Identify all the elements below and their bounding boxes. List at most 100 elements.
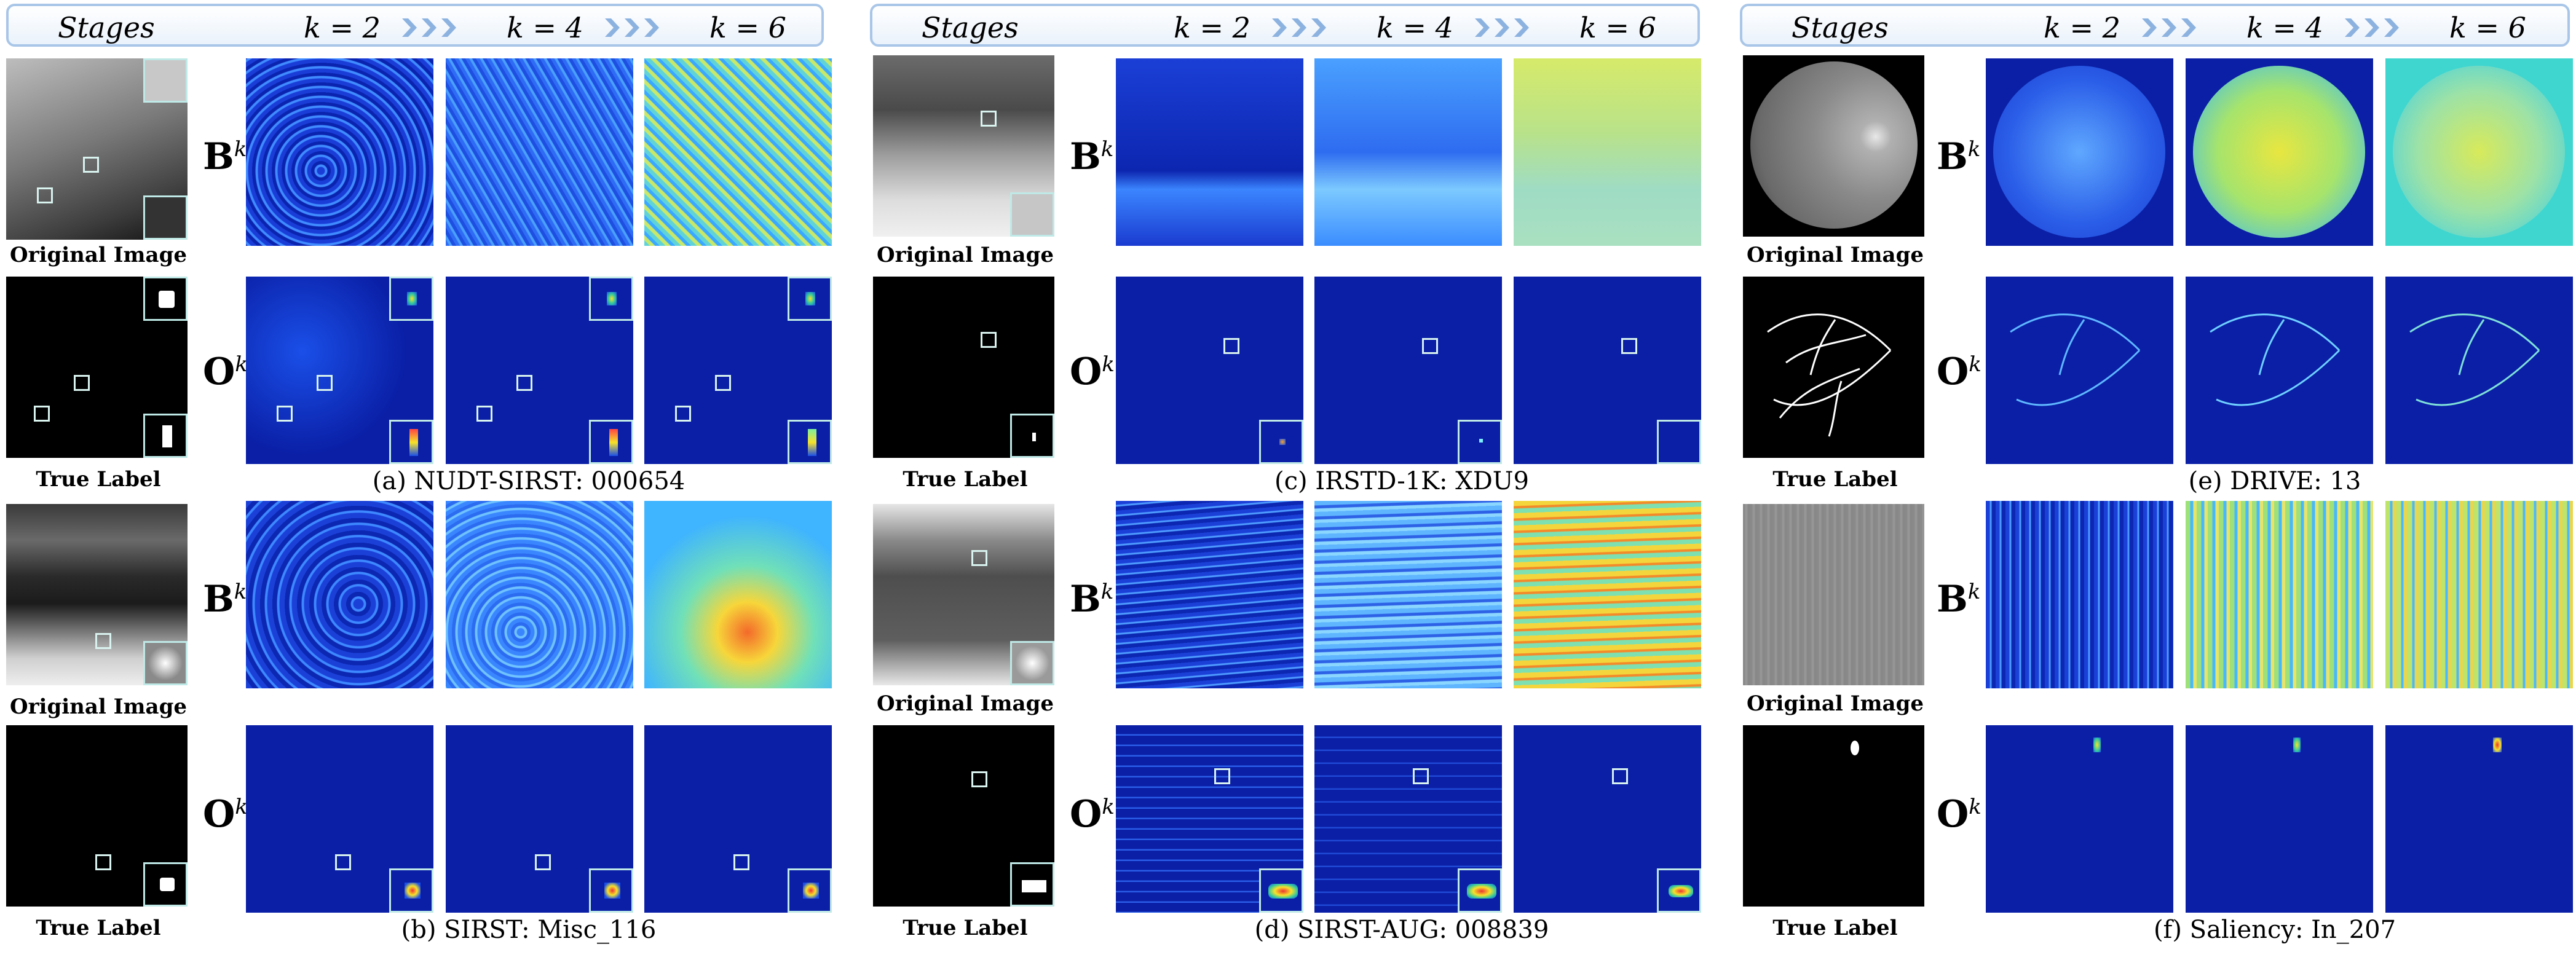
k4-label: k = 4 [507, 11, 583, 44]
zoom-inset [1010, 862, 1054, 907]
vessel-icon [1767, 313, 1892, 437]
vessel-icon [2210, 313, 2341, 406]
stages-label: Stages [1792, 11, 1889, 44]
target-box [675, 406, 691, 422]
feature-map-o-k4 [2186, 725, 2373, 913]
target-box [1214, 768, 1230, 784]
stages-label: Stages [58, 11, 155, 44]
zoom-inset [143, 195, 188, 240]
feature-map-b-k4 [2186, 501, 2373, 688]
original-image [1743, 504, 1924, 685]
target-box [37, 187, 53, 203]
chevron-arrows-icon [2142, 18, 2196, 37]
true-label-caption: True Label [36, 916, 161, 940]
original-image-label: Original Image [10, 243, 187, 267]
row-label-o: Ok [1937, 350, 1981, 393]
row-label-o: Ok [1070, 793, 1115, 836]
target-box [1612, 768, 1628, 784]
true-label-caption: True Label [36, 467, 161, 492]
feature-map-o-k6 [644, 725, 832, 913]
zoom-inset [1657, 420, 1701, 464]
panel-caption-e: (e) DRIVE: 13 [2188, 467, 2361, 495]
feature-map-o-k4 [446, 725, 633, 913]
vessel-icon [2010, 313, 2141, 406]
feature-map-o-k6 [644, 277, 832, 464]
panel-caption-c: (c) IRSTD-1K: XDU9 [1274, 467, 1529, 495]
target-box [516, 375, 532, 391]
zoom-inset [1259, 868, 1303, 913]
feature-map-o-k6 [2385, 725, 2573, 913]
feature-map-b-k6 [1514, 501, 1701, 688]
chevron-arrows-icon [605, 18, 659, 37]
zoom-inset [1657, 868, 1701, 913]
stages-header-col2: Stages k = 2 k = 4 k = 6 [870, 4, 1700, 47]
stages-header-col3: Stages k = 2 k = 4 k = 6 [1740, 4, 2570, 47]
zoom-inset [389, 277, 433, 321]
k4-label: k = 4 [1377, 11, 1453, 44]
original-image [873, 55, 1054, 237]
panel-caption-b: (b) SIRST: Misc_116 [401, 916, 657, 944]
target-box [277, 406, 293, 422]
zoom-inset [788, 420, 832, 464]
target-box [317, 375, 333, 391]
true-label-image [6, 277, 188, 458]
target-box [981, 332, 997, 348]
stages-label: Stages [922, 11, 1019, 44]
target-box [34, 406, 50, 422]
vessel-icon [2409, 313, 2540, 406]
row-label-o: Ok [203, 793, 248, 836]
zoom-inset [788, 868, 832, 913]
true-label-image [873, 277, 1054, 458]
feature-map-b-k4 [1314, 501, 1502, 688]
original-image [873, 504, 1054, 685]
stages-header-col1: Stages k = 2 k = 4 k = 6 [6, 4, 824, 47]
target-box [733, 854, 749, 870]
feature-map-b-k2 [1116, 501, 1303, 688]
zoom-inset [143, 414, 188, 458]
original-image [1743, 55, 1924, 237]
original-image [6, 58, 188, 240]
zoom-inset [143, 641, 188, 685]
row-label-o: Ok [1937, 793, 1981, 836]
feature-map-o-k6 [2385, 277, 2573, 464]
feature-map-o-k2 [1116, 725, 1303, 913]
feature-map-o-k6 [1514, 725, 1701, 913]
target-box [715, 375, 731, 391]
row-label-b: Bk [1937, 135, 1981, 178]
zoom-inset [1458, 868, 1502, 913]
feature-map-o-k6 [1514, 277, 1701, 464]
zoom-inset [589, 420, 633, 464]
feature-map-o-k4 [1314, 277, 1502, 464]
original-image-label: Original Image [1747, 691, 1924, 716]
feature-map-o-k4 [446, 277, 633, 464]
original-image-label: Original Image [10, 694, 187, 719]
feature-map-b-k2 [1986, 501, 2173, 688]
feature-map-o-k4 [1314, 725, 1502, 913]
zoom-inset [788, 277, 832, 321]
target-box [95, 854, 111, 870]
feature-map-o-k2 [1116, 277, 1303, 464]
row-label-b: Bk [1070, 135, 1114, 178]
row-label-b: Bk [203, 578, 247, 621]
k2-label: k = 2 [2044, 11, 2120, 44]
feature-map-b-k6 [1514, 58, 1701, 246]
chevron-arrows-icon [1475, 18, 1529, 37]
feature-map-b-k4 [446, 58, 633, 246]
original-image-label: Original Image [877, 691, 1054, 716]
feature-map-b-k4 [446, 501, 633, 688]
target-box [95, 633, 111, 649]
original-image [6, 504, 188, 685]
true-label-caption: True Label [903, 467, 1028, 492]
row-label-b: Bk [1070, 578, 1114, 621]
true-label-caption: True Label [1772, 467, 1898, 492]
true-label-image [1743, 725, 1924, 907]
target-box [981, 111, 997, 127]
zoom-inset [143, 277, 188, 321]
zoom-inset [589, 868, 633, 913]
row-label-b: Bk [203, 135, 247, 178]
target-box [971, 550, 987, 566]
chevron-arrows-icon [2345, 18, 2399, 37]
k6-label: k = 6 [709, 11, 786, 44]
chevron-arrows-icon [402, 18, 456, 37]
row-label-o: Ok [1070, 350, 1115, 393]
